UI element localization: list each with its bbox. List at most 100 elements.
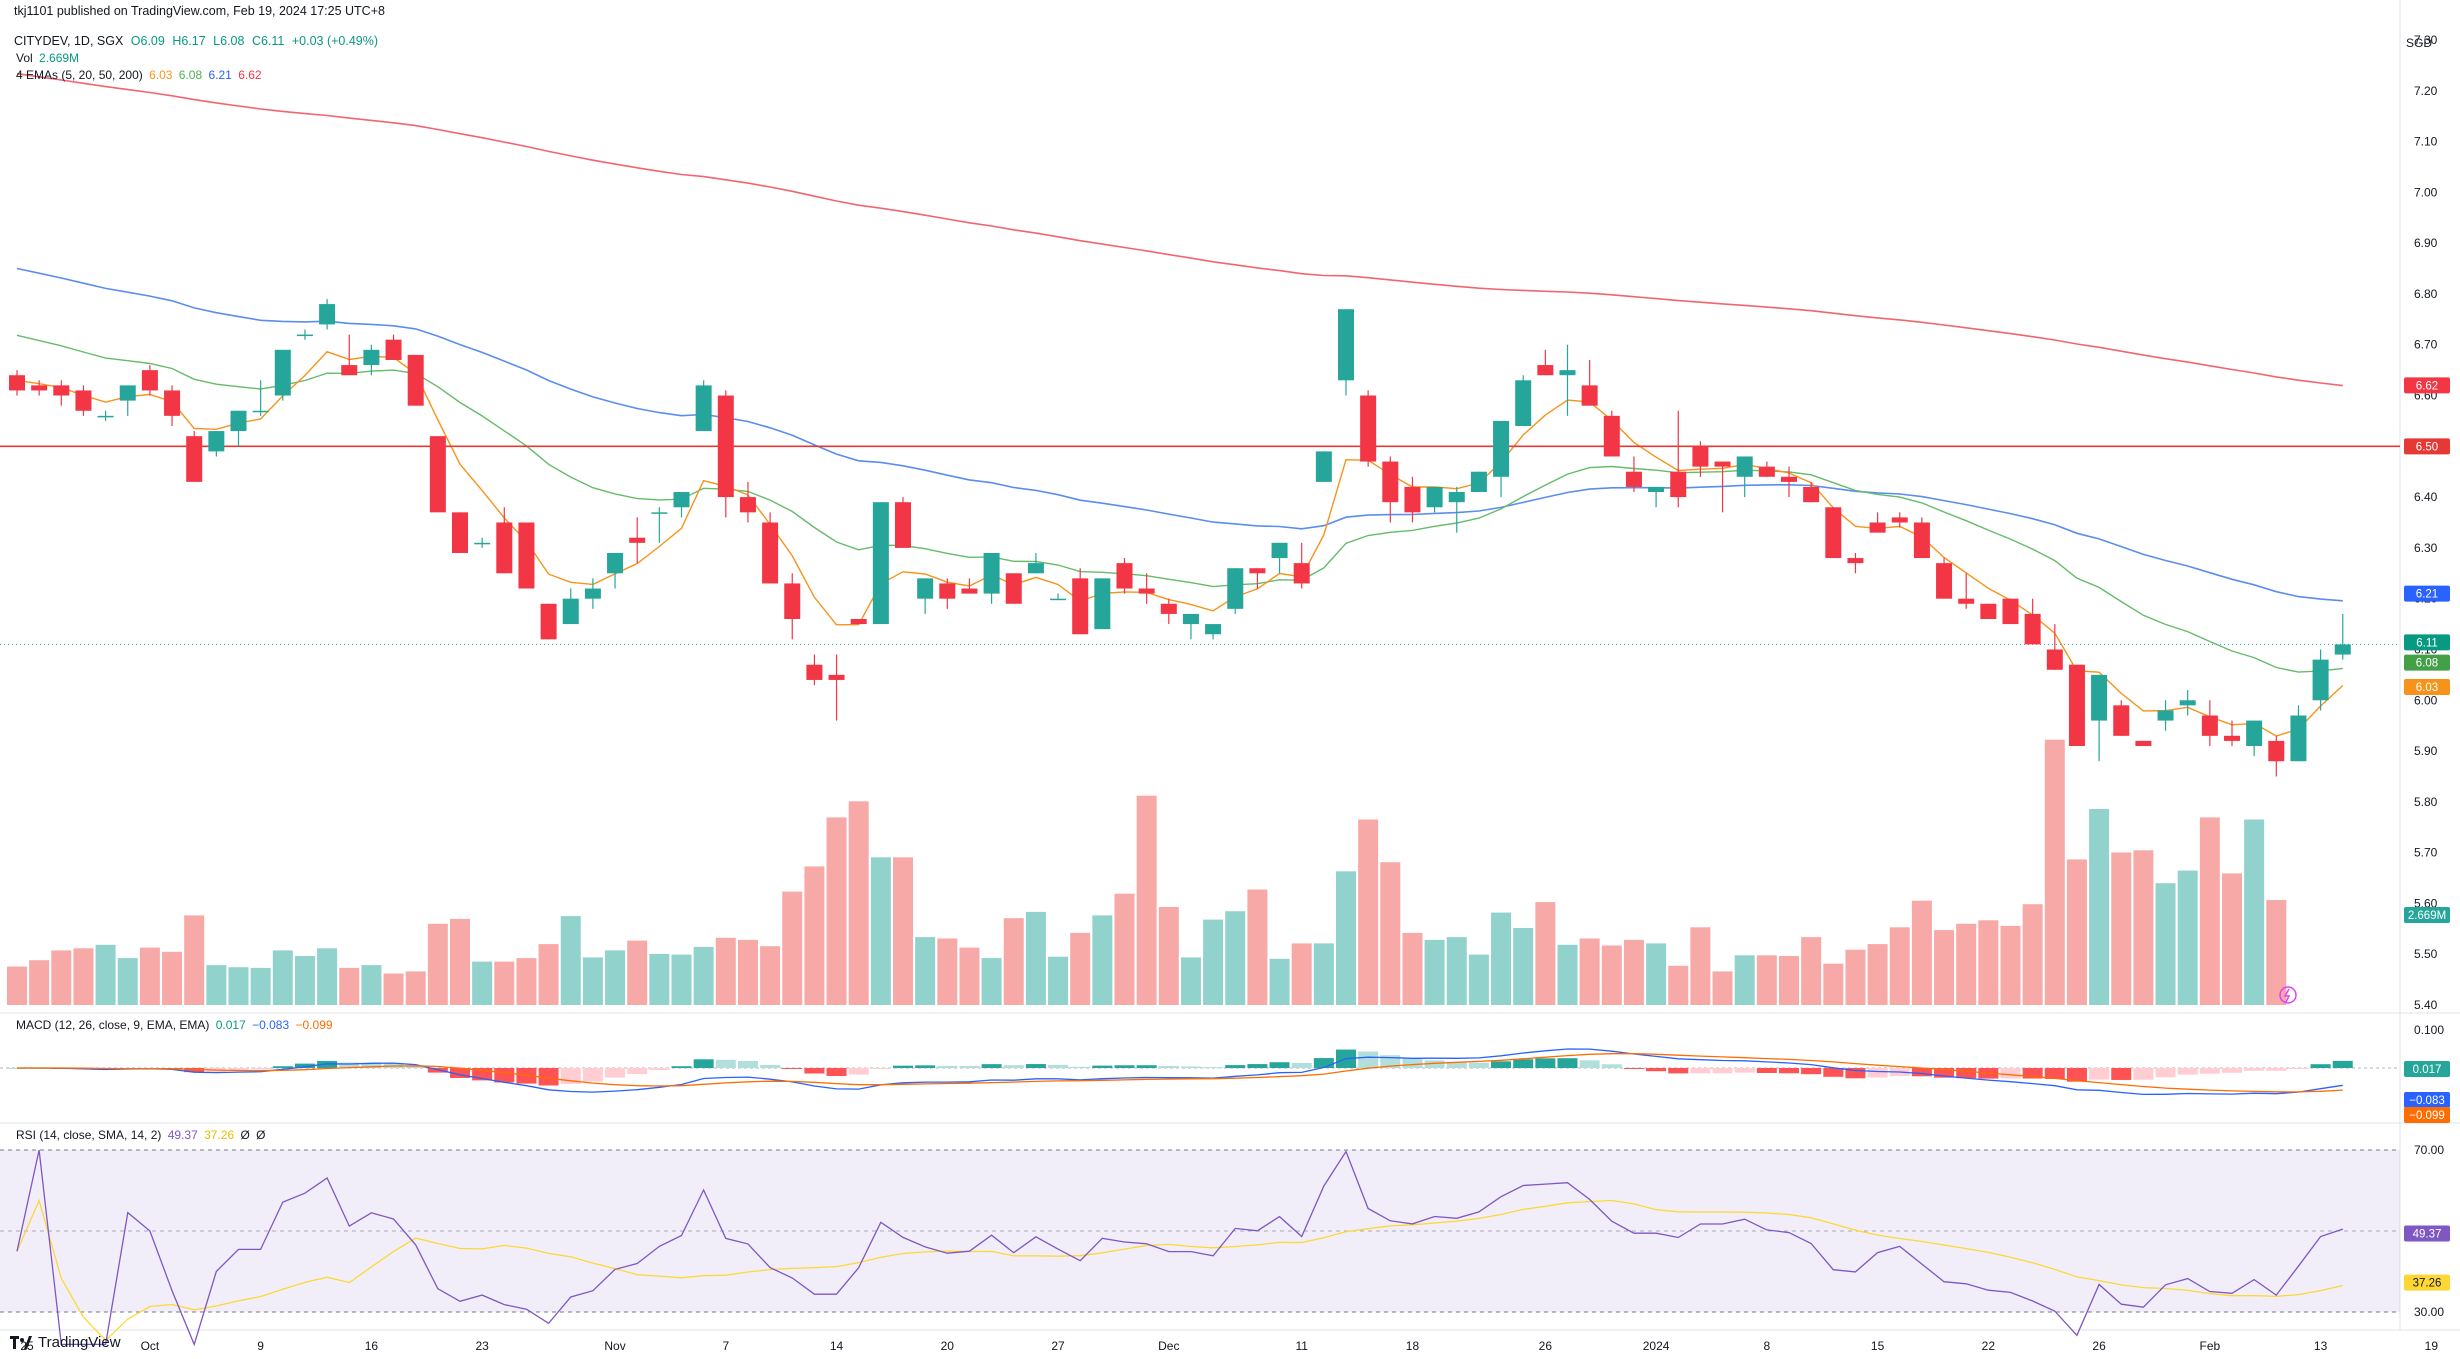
macd-histogram-bar xyxy=(1823,1068,1844,1077)
ema5-value: 6.03 xyxy=(149,68,173,82)
macd-histogram-bar xyxy=(1668,1068,1689,1074)
time-tick-label: 20 xyxy=(941,1339,955,1353)
macd-signal-line xyxy=(17,1053,2343,1093)
macd-histogram-bar xyxy=(1712,1068,1733,1074)
macd-histogram-bar xyxy=(2000,1068,2021,1079)
candle-body xyxy=(1913,522,1930,559)
candle-body xyxy=(1205,624,1222,635)
candle-body xyxy=(1072,578,1089,635)
macd-histogram-bar xyxy=(1136,1065,1157,1068)
macd-tick-label: 0.100 xyxy=(2414,1023,2444,1037)
candle-body xyxy=(1160,603,1177,614)
candle-body xyxy=(252,410,269,413)
ema-label: 4 EMAs (5, 20, 50, 200) xyxy=(16,68,143,82)
macd-badge-bg xyxy=(2404,1061,2450,1077)
symbol-name[interactable]: CITYDEV, 1D, SGX xyxy=(14,34,124,48)
currency-label[interactable]: SGD xyxy=(2406,36,2435,50)
price-badge-bg xyxy=(2404,679,2450,696)
volume-bar xyxy=(317,948,338,1005)
macd-signal-value: −0.083 xyxy=(252,1018,290,1032)
macd-histogram-bar xyxy=(538,1068,559,1086)
candle-body xyxy=(164,390,181,416)
macd-histogram-bar xyxy=(1690,1068,1711,1074)
macd-histogram-bar xyxy=(1114,1065,1135,1068)
macd-histogram-bar xyxy=(649,1068,670,1070)
candle-body xyxy=(1360,395,1377,462)
candle-body xyxy=(1094,578,1111,630)
macd-histogram-bar xyxy=(228,1068,249,1071)
macd-badge: −0.083 xyxy=(2409,1095,2445,1107)
candle-body xyxy=(363,349,380,366)
volume-bar xyxy=(516,958,537,1005)
macd-histogram-bar xyxy=(826,1068,847,1076)
price-tick-label: 7.00 xyxy=(2414,185,2438,199)
volume-bar xyxy=(1646,943,1667,1005)
volume-bar xyxy=(2199,817,2220,1005)
volume-bar xyxy=(73,948,94,1005)
candle-body xyxy=(1426,486,1443,508)
volume-bar xyxy=(1203,919,1224,1005)
volume-legend[interactable]: Vol 2.669M xyxy=(16,51,82,65)
macd-histogram-bar xyxy=(693,1059,714,1068)
macd-histogram-bar xyxy=(2266,1068,2287,1071)
volume-badge: 2.669M xyxy=(2408,910,2446,922)
candle-body xyxy=(828,674,845,680)
price-badge-bg xyxy=(2404,377,2450,394)
time-tick-label: 9 xyxy=(257,1339,264,1353)
candle-body xyxy=(1138,588,1155,594)
price-tick-label: 5.70 xyxy=(2414,846,2438,860)
candle-body xyxy=(1581,385,1598,406)
volume-bar xyxy=(1380,862,1401,1005)
candle-body xyxy=(1847,558,1864,564)
volume-bar xyxy=(250,967,271,1005)
rsi-badge-bg xyxy=(2404,1225,2450,1242)
volume-bar xyxy=(2133,850,2154,1005)
volume-bar xyxy=(937,938,958,1005)
macd-histogram-bar xyxy=(405,1066,426,1068)
volume-bar xyxy=(1867,944,1888,1005)
candle-body xyxy=(9,375,25,391)
candle-body xyxy=(540,603,557,640)
time-tick-label: 26 xyxy=(2092,1339,2106,1353)
volume-bar xyxy=(1468,954,1489,1005)
macd-histogram-bar xyxy=(1513,1059,1534,1068)
ema5-line xyxy=(16,350,2344,737)
candle-body xyxy=(341,365,358,376)
candle-body xyxy=(53,385,70,396)
price-tick-label: 7.20 xyxy=(2414,84,2438,98)
ema-legend[interactable]: 4 EMAs (5, 20, 50, 200) 6.03 6.08 6.21 6… xyxy=(16,68,265,82)
macd-histogram-bar xyxy=(1203,1067,1224,1069)
candle-body xyxy=(2312,659,2329,701)
candle-body xyxy=(717,395,734,498)
rsi-value: 49.37 xyxy=(167,1128,198,1142)
macd-histogram-bar xyxy=(893,1065,913,1068)
time-tick-label: Oct xyxy=(141,1339,160,1353)
volume-badge-bg xyxy=(2404,907,2450,923)
volume-bar xyxy=(1579,938,1600,1005)
candle-body xyxy=(762,522,779,584)
macd-histogram-bar xyxy=(782,1068,803,1069)
macd-histogram-bar xyxy=(2111,1068,2132,1080)
price-badge: 6.50 xyxy=(2416,441,2438,453)
volume-bar xyxy=(1225,911,1246,1005)
macd-histogram-bar xyxy=(427,1068,448,1073)
alert-icon-ring xyxy=(2279,986,2297,1004)
candle-body xyxy=(2068,664,2085,746)
candle-body xyxy=(2334,644,2351,655)
time-tick-label: 8 xyxy=(1764,1339,1771,1353)
candle-body xyxy=(385,339,402,360)
macd-histogram-bar xyxy=(2177,1068,2198,1075)
candle-body xyxy=(31,385,48,391)
macd-histogram-bar xyxy=(1003,1065,1024,1068)
candle-body xyxy=(1936,563,1953,599)
rsi-upper-na: Ø xyxy=(240,1128,250,1142)
rsi-legend[interactable]: RSI (14, close, SMA, 14, 2) 49.37 37.26 … xyxy=(16,1128,269,1142)
macd-histogram-bar xyxy=(1291,1062,1312,1068)
candle-body xyxy=(208,431,225,452)
candle-body xyxy=(97,415,114,418)
macd-histogram-bar xyxy=(1070,1066,1091,1068)
tradingview-brand[interactable]: TradingView xyxy=(10,1334,121,1351)
rsi-badge: 49.37 xyxy=(2413,1229,2442,1241)
macd-legend[interactable]: MACD (12, 26, close, 9, EMA, EMA) 0.017 … xyxy=(16,1018,336,1032)
